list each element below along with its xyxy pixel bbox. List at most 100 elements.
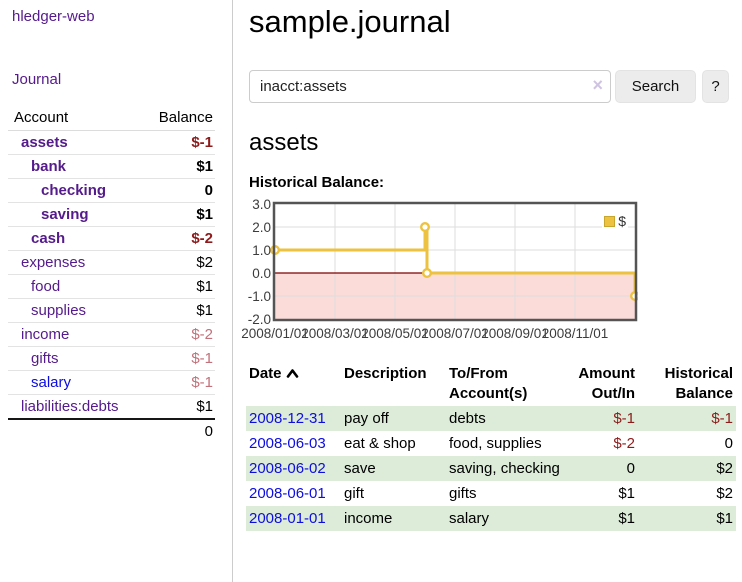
chart-x-tick: 2008/01/01 xyxy=(241,326,309,341)
account-link[interactable]: expenses xyxy=(21,254,86,271)
col-description: Description xyxy=(344,365,427,382)
legend-swatch-icon xyxy=(604,215,616,227)
txn-date-link[interactable]: 2008-12-31 xyxy=(249,410,326,427)
chart-title: Historical Balance: xyxy=(249,174,385,191)
chart-x-tick: 2008/05/01 xyxy=(361,326,429,341)
account-balance: $-2 xyxy=(140,226,215,251)
search-button[interactable]: Search xyxy=(615,70,696,103)
txn-accounts: salary xyxy=(449,510,490,527)
txn-amount: $-2 xyxy=(613,435,635,452)
account-balance: $1 xyxy=(140,394,215,419)
txn-amount: $1 xyxy=(618,510,635,527)
account-balance: $1 xyxy=(140,274,215,299)
sidebar-item-journal[interactable]: Journal xyxy=(12,71,62,88)
account-row: checking 0 xyxy=(8,178,215,203)
account-balance: $-1 xyxy=(140,346,215,371)
chart-y-tick: -2.0 xyxy=(247,312,271,327)
main-content: sample.journal × Search ? assets Histori… xyxy=(240,0,742,531)
search-form: × Search ? xyxy=(249,70,742,103)
account-row: food $1 xyxy=(8,274,215,299)
historical-balance-chart[interactable]: $ 3.0 2.0 1.0 0.0 -1.0 -2.0 2008/01/01 2008/03/… xyxy=(241,197,638,348)
accounts-col-balance: Balance xyxy=(140,106,215,131)
txn-accounts: gifts xyxy=(449,485,477,502)
txn-date-link[interactable]: 2008-06-02 xyxy=(249,460,326,477)
txn-amount: $-1 xyxy=(613,410,635,427)
transaction-row: 2008-12-31 pay off debts $-1 $-1 xyxy=(246,406,736,431)
col-accounts: To/From Account(s) xyxy=(449,365,528,402)
account-row: gifts $-1 xyxy=(8,346,215,371)
transaction-row: 2008-06-03 eat & shop food, supplies $-2 0 xyxy=(246,431,736,456)
account-link[interactable]: liabilities:debts xyxy=(21,398,119,415)
legend-label: $ xyxy=(618,213,626,229)
col-amount: Amount Out/In xyxy=(578,365,635,402)
col-balance: Historical Balance xyxy=(664,365,733,402)
accounts-total-value: 0 xyxy=(140,418,215,443)
chart-x-tick: 2008/09/01 xyxy=(481,326,549,341)
txn-date-link[interactable]: 2008-06-03 xyxy=(249,435,326,452)
account-link[interactable]: cash xyxy=(31,230,66,247)
txn-amount: 0 xyxy=(626,460,635,477)
txn-balance: $2 xyxy=(716,485,733,502)
txn-date-link[interactable]: 2008-01-01 xyxy=(249,510,326,527)
account-row: supplies $1 xyxy=(8,298,215,323)
account-link[interactable]: income xyxy=(21,326,70,343)
search-input[interactable] xyxy=(249,70,611,103)
txn-amount: $1 xyxy=(618,485,635,502)
txn-balance: $2 xyxy=(716,460,733,477)
account-balance: 0 xyxy=(140,178,215,203)
accounts-total-row: 0 xyxy=(8,418,215,443)
transactions-table: Date Description To/From Account(s) Amou… xyxy=(246,362,736,531)
help-button[interactable]: ? xyxy=(702,70,729,103)
accounts-table: Account Balance assets $-1 bank $1 checking 0… xyxy=(8,106,215,443)
sidebar: hledger-web Journal Account Balance asse… xyxy=(0,0,233,582)
txn-accounts: debts xyxy=(449,410,486,427)
account-row: expenses $2 xyxy=(8,250,215,275)
txn-description: gift xyxy=(344,485,365,502)
account-link[interactable]: food xyxy=(31,278,61,295)
account-link[interactable]: salary xyxy=(31,374,72,391)
transaction-row: 2008-06-01 gift gifts $1 $2 xyxy=(246,481,736,506)
accounts-col-account: Account xyxy=(8,106,141,131)
account-row: assets $-1 xyxy=(8,130,215,155)
txn-accounts: food, supplies xyxy=(449,435,542,452)
txn-description: pay off xyxy=(344,410,389,427)
account-row: liabilities:debts $1 xyxy=(8,394,215,419)
account-balance: $-2 xyxy=(140,322,215,347)
chart-canvas[interactable] xyxy=(246,200,638,348)
chart-legend: $ xyxy=(602,212,628,230)
page-title: sample.journal xyxy=(249,4,451,39)
account-link[interactable]: supplies xyxy=(31,302,87,319)
account-row: income $-2 xyxy=(8,322,215,347)
account-balance: $2 xyxy=(140,250,215,275)
sort-asc-icon[interactable] xyxy=(286,368,299,379)
app-title-link[interactable]: hledger-web xyxy=(12,8,95,25)
chart-x-tick: 2008/07/01 xyxy=(421,326,489,341)
txn-description: income xyxy=(344,510,393,527)
txn-description: eat & shop xyxy=(344,435,416,452)
chart-y-tick: 2.0 xyxy=(252,220,271,235)
account-heading: assets xyxy=(249,129,319,156)
col-date[interactable]: Date xyxy=(246,362,341,406)
chart-y-tick: 0.0 xyxy=(252,266,271,281)
account-link[interactable]: checking xyxy=(41,182,107,199)
txn-date-link[interactable]: 2008-06-01 xyxy=(249,485,326,502)
account-link[interactable]: gifts xyxy=(31,350,59,367)
account-balance: $1 xyxy=(140,202,215,227)
chart-x-tick: 2008/11/01 xyxy=(541,326,609,341)
txn-accounts: saving, checking xyxy=(449,460,560,477)
account-balance: $1 xyxy=(140,298,215,323)
txn-description: save xyxy=(344,460,376,477)
txn-balance: $1 xyxy=(716,510,733,527)
transaction-row: 2008-06-02 save saving, checking 0 $2 xyxy=(246,456,736,481)
account-row: saving $1 xyxy=(8,202,215,227)
account-link[interactable]: bank xyxy=(31,158,67,175)
account-balance: $-1 xyxy=(140,130,215,155)
chart-y-tick: 1.0 xyxy=(252,243,271,258)
chart-x-tick: 2008/03/01 xyxy=(301,326,369,341)
txn-balance: 0 xyxy=(724,435,733,452)
account-link[interactable]: saving xyxy=(41,206,89,223)
account-row: bank $1 xyxy=(8,154,215,179)
clear-search-icon[interactable]: × xyxy=(592,75,603,95)
account-link[interactable]: assets xyxy=(21,134,68,151)
account-row: salary $-1 xyxy=(8,370,215,395)
